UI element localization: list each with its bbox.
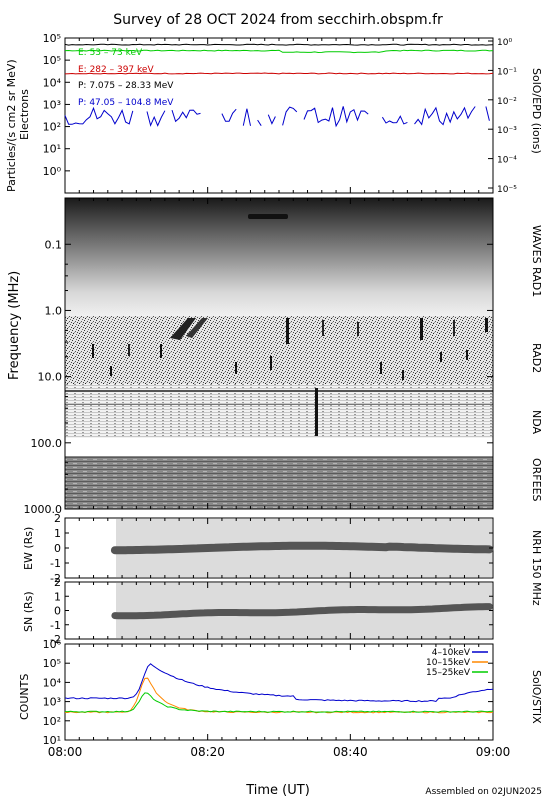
spectrogram-tick-label: 100.0 bbox=[31, 437, 63, 450]
nrh-ew-ylabel: EW (Rs) bbox=[22, 527, 35, 570]
nda-burst bbox=[315, 388, 318, 436]
x-tick-label: 09:00 bbox=[476, 745, 511, 759]
nrh-ew-tick-label: 2 bbox=[54, 512, 61, 525]
spectrogram-tick-label: 1.0 bbox=[45, 304, 63, 317]
stix-tick-label: 10¹ bbox=[43, 734, 61, 747]
particles-ylabel: Particles/(s cm2 sr MeV) bbox=[5, 59, 18, 192]
particles-ticks: 10⁰ 10¹ 10² 10³ 10⁴ 10⁵ 10⁵ 10⁻⁵ 10⁻⁴ 10⁻³ 10⁻² 10⁻… bbox=[43, 32, 518, 195]
spectrogram-panel: 0.1 1.0 10.0 100.0 1000.0 Frequency (MHz) WA… bbox=[7, 197, 543, 516]
rad2-bursts bbox=[92, 318, 488, 380]
nrh-sn-tick-label: 2 bbox=[54, 576, 61, 589]
rad1-dark-feature bbox=[248, 214, 288, 219]
nda-line bbox=[65, 390, 493, 392]
particles-right-tick-label: 10⁻⁵ bbox=[497, 185, 517, 195]
stix-tick-label: 10⁴ bbox=[43, 676, 62, 689]
nrh-ew-tick-label: -1 bbox=[50, 557, 61, 570]
instrument-label-rad1: WAVES RAD1 bbox=[530, 225, 543, 297]
nrh-ew-tick-label: 1 bbox=[54, 527, 61, 540]
particles-ylabel-right: SolO/EPD (ions) bbox=[530, 68, 543, 154]
stix-series-group bbox=[64, 663, 494, 714]
stix-tick-label: 10⁶ bbox=[43, 638, 62, 651]
series-protons-low-line bbox=[64, 43, 494, 46]
nrh-sn-tick-label: -2 bbox=[50, 633, 61, 646]
spectrogram-ylabel: Frequency (MHz) bbox=[7, 271, 22, 380]
nrh-ew-ticks: 2 1 0 -1 -2 bbox=[50, 512, 493, 585]
nrh-sn-source-track bbox=[111, 603, 493, 620]
particles-left-tick-label: 10⁵ bbox=[43, 32, 61, 45]
x-axis-label: Time (UT) bbox=[245, 783, 310, 798]
particles-ylabel-sub: Electrons bbox=[18, 89, 31, 140]
nrh-ew-source-track bbox=[110, 541, 494, 555]
x-tick-label: 08:00 bbox=[48, 745, 83, 759]
instrument-label-orfees: ORFEES bbox=[530, 458, 543, 502]
nda-line-2 bbox=[65, 404, 493, 405]
nrh-ew-tick-label: -2 bbox=[50, 572, 61, 585]
particles-left-tick-label: 10⁵ bbox=[43, 54, 61, 67]
nrh-sn-ylabel: SN (Rs) bbox=[22, 591, 35, 632]
stix-panel: 10¹ 10² 10³ 10⁴ 10⁵ 10⁶ 4–10keV 10–15keV 15–2… bbox=[18, 638, 543, 747]
nrh-ew-panel: 210-1-2 EW (Rs) NRH 150 MHz bbox=[22, 512, 543, 606]
stix-ylabel-right: SolO/STIX bbox=[530, 670, 543, 724]
legend-protons-high: P: 47.05 – 104.8 MeV bbox=[78, 98, 174, 108]
stix-tick-label: 10³ bbox=[43, 696, 61, 709]
spectrogram-tick-label: 1000.0 bbox=[24, 503, 63, 516]
stix-legend-1: 4–10keV bbox=[432, 648, 471, 658]
nrh-sn-tick-label: 0 bbox=[54, 605, 61, 618]
legend-electrons-high: E: 282 – 397 keV bbox=[78, 65, 154, 75]
particles-right-tick-label: 10⁰ bbox=[497, 38, 512, 48]
nda-band bbox=[65, 384, 493, 438]
series-electrons-low-line bbox=[64, 49, 494, 54]
particles-left-tick-label: 10⁰ bbox=[43, 165, 62, 178]
particles-left-tick-label: 10⁴ bbox=[43, 76, 62, 89]
spectrogram-tick-label: 10.0 bbox=[38, 371, 63, 384]
spectrogram-ticks: 0.1 1.0 10.0 100.0 1000.0 bbox=[24, 238, 493, 516]
stix-tick-label: 10² bbox=[43, 715, 61, 728]
nrh-sn-panel: 21 0-1-2 SN (Rs) bbox=[22, 576, 494, 646]
stix-legend-3: 15–25keV bbox=[426, 668, 471, 678]
stix-series-15-25kev-line bbox=[65, 692, 494, 713]
particles-right-tick-label: 10⁻⁴ bbox=[497, 156, 517, 166]
series-protons-high-line bbox=[64, 106, 490, 128]
stix-ylabel: COUNTS bbox=[18, 674, 31, 720]
figure-title: Survey of 28 OCT 2024 from secchirh.obsp… bbox=[113, 12, 443, 28]
instrument-label-rad2: RAD2 bbox=[530, 343, 543, 373]
instrument-label-nda: NDA bbox=[530, 410, 543, 435]
assembled-footer: Assembled on 02JUN2025 bbox=[425, 787, 542, 797]
instrument-label-nrh: NRH 150 MHz bbox=[530, 530, 543, 606]
stix-legend-2: 10–15keV bbox=[426, 658, 471, 668]
particles-left-tick-label: 10¹ bbox=[43, 143, 61, 156]
particles-left-tick-label: 10³ bbox=[43, 98, 61, 111]
particles-panel: 10⁰ 10¹ 10² 10³ 10⁴ 10⁵ 10⁵ 10⁻⁵ 10⁻⁴ 10⁻³ 10⁻² 10⁻… bbox=[5, 32, 543, 195]
nrh-sn-ticks: 21 0-1-2 bbox=[50, 576, 493, 646]
stix-ticks: 10¹ 10² 10³ 10⁴ 10⁵ 10⁶ bbox=[43, 638, 493, 747]
x-tick-label: 08:20 bbox=[190, 745, 225, 759]
nrh-ew-tick-label: 0 bbox=[54, 542, 61, 555]
particles-series-group bbox=[64, 43, 494, 128]
legend-electrons-low: E: 53 – 73 keV bbox=[78, 48, 143, 58]
particles-right-tick-label: 10⁻² bbox=[497, 97, 517, 107]
stix-tick-label: 10⁵ bbox=[43, 657, 61, 670]
particles-frame bbox=[64, 37, 494, 194]
spectrogram-gap bbox=[65, 438, 493, 456]
x-tick-label: 08:40 bbox=[333, 745, 368, 759]
spectrogram-tick-label: 0.1 bbox=[45, 238, 63, 251]
x-axis-ticks: 08:00 08:20 08:40 09:00 bbox=[48, 38, 511, 759]
nrh-sn-tick-label: 1 bbox=[54, 590, 61, 603]
particles-right-tick-label: 10⁻³ bbox=[497, 126, 517, 136]
nrh-sn-tick-label: -1 bbox=[50, 619, 61, 632]
stix-series-4-10kev-line bbox=[64, 663, 494, 703]
orfees-band bbox=[65, 456, 493, 509]
particles-left-tick-label: 10² bbox=[43, 121, 61, 134]
stix-frame bbox=[64, 643, 494, 741]
legend-protons-low: P: 7.075 – 28.33 MeV bbox=[78, 81, 174, 91]
particles-right-tick-label: 10⁻¹ bbox=[497, 67, 517, 77]
series-electrons-high-line bbox=[64, 72, 494, 75]
